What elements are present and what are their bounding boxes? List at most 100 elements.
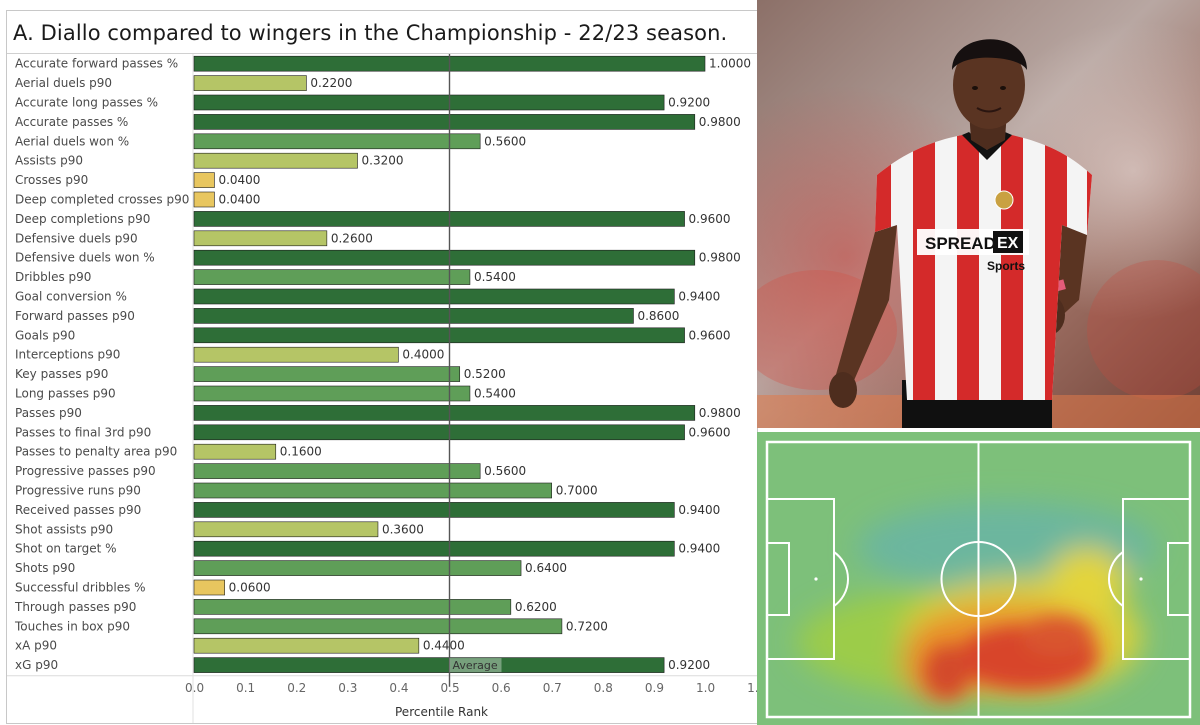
category-label: Received passes p90	[15, 503, 141, 517]
sponsor-box-text: EX	[997, 235, 1019, 252]
bar	[193, 424, 685, 441]
value-label: 0.9200	[668, 658, 710, 672]
value-label: 0.7000	[556, 484, 598, 498]
category-label: Accurate long passes %	[15, 96, 158, 110]
bar	[193, 249, 696, 266]
average-label: Average	[453, 659, 498, 672]
x-tick-label: 1.0	[696, 681, 715, 695]
bar	[193, 657, 665, 673]
value-label: 0.6400	[525, 561, 567, 575]
value-label: 0.9200	[668, 96, 710, 110]
x-axis-title: Percentile Rank	[395, 705, 488, 719]
value-label: 0.7200	[566, 619, 608, 633]
heatmap-panel	[757, 432, 1200, 725]
value-label: 0.5200	[464, 367, 506, 381]
bar	[193, 94, 665, 111]
category-label: Deep completed crosses p90	[15, 193, 189, 207]
x-tick-label: 0.1	[236, 681, 255, 695]
category-label: Progressive passes p90	[15, 464, 156, 478]
bar	[193, 191, 215, 208]
value-label: 0.9600	[689, 425, 731, 439]
bar	[193, 230, 328, 247]
x-tick-label: 0.6	[492, 681, 511, 695]
bar	[193, 366, 461, 382]
category-label: Forward passes p90	[15, 309, 135, 323]
bar	[193, 443, 277, 460]
category-label: Shot on target %	[15, 542, 117, 556]
category-label: xA p90	[15, 639, 57, 653]
category-label: Passes to final 3rd p90	[15, 425, 151, 439]
value-label: 0.2600	[331, 231, 373, 245]
value-label: 0.2200	[310, 76, 352, 90]
category-label: Shot assists p90	[15, 522, 113, 536]
category-label: Through passes p90	[14, 600, 136, 614]
bar	[193, 114, 696, 130]
title-divider	[7, 53, 757, 54]
value-label: 0.9600	[689, 328, 731, 342]
bar	[193, 599, 512, 615]
value-label: 0.6200	[515, 600, 557, 614]
bar	[193, 172, 215, 188]
value-label: 0.9800	[699, 251, 741, 265]
category-label: Accurate forward passes %	[15, 57, 178, 71]
bar	[193, 521, 379, 538]
x-tick-label: 0.9	[645, 681, 664, 695]
x-tick-label: 1.	[747, 681, 757, 695]
value-label: 0.9800	[699, 406, 741, 420]
value-label: 0.5600	[484, 464, 526, 478]
player-photo: SPREAD EX Sports	[757, 0, 1200, 428]
category-label: Passes p90	[15, 406, 82, 420]
value-label: 0.9400	[678, 542, 720, 556]
category-label: Shots p90	[15, 561, 75, 575]
category-label: Dribbles p90	[15, 270, 91, 284]
value-label: 0.9400	[678, 290, 720, 304]
x-tick-label: 0.3	[338, 681, 357, 695]
category-label: Passes to penalty area p90	[15, 445, 177, 459]
value-label: 0.9400	[678, 503, 720, 517]
category-label: Goal conversion %	[15, 290, 127, 304]
x-tick-label: 0.2	[287, 681, 306, 695]
value-label: 0.9600	[689, 212, 731, 226]
category-label: Deep completions p90	[15, 212, 150, 226]
bar	[193, 75, 307, 91]
chart-panel: A. Diallo compared to wingers in the Cha…	[6, 10, 758, 724]
category-label: Touches in box p90	[14, 619, 130, 633]
category-label: Assists p90	[15, 154, 83, 168]
bar	[193, 269, 471, 285]
bar	[193, 618, 563, 635]
bar	[193, 637, 420, 654]
value-label: 0.4000	[402, 348, 444, 362]
bar	[193, 560, 522, 576]
value-label: 0.5600	[484, 134, 526, 148]
category-label: Goals p90	[15, 328, 75, 342]
value-label: 0.4400	[423, 639, 465, 653]
category-label: xG p90	[15, 658, 58, 672]
category-label: Progressive runs p90	[15, 484, 141, 498]
category-label: Defensive duels p90	[15, 231, 138, 245]
x-tick-label: 0.8	[594, 681, 613, 695]
bar	[193, 540, 675, 557]
sponsor-text: SPREAD	[925, 234, 996, 253]
x-tick-label: 0.4	[389, 681, 408, 695]
bar	[193, 211, 685, 227]
bar	[193, 405, 696, 421]
value-label: 0.5400	[474, 270, 516, 284]
category-label: Key passes p90	[15, 367, 108, 381]
bar	[193, 133, 481, 150]
category-label: Crosses p90	[15, 173, 88, 187]
bar	[193, 152, 358, 169]
value-label: 0.3200	[362, 154, 404, 168]
sponsor-subtext: Sports	[987, 259, 1025, 273]
bar	[193, 288, 675, 305]
bar	[193, 385, 471, 402]
value-label: 0.3600	[382, 522, 424, 536]
value-label: 1.0000	[709, 57, 751, 71]
value-label: 0.1600	[280, 445, 322, 459]
bar-chart: Accurate forward passes % 1.0000 Aerial du…	[7, 54, 757, 723]
x-tick-label: 0.5	[441, 681, 460, 695]
category-label: Interceptions p90	[15, 348, 120, 362]
value-label: 0.0400	[218, 193, 260, 207]
bar	[193, 482, 553, 499]
value-label: 0.8600	[637, 309, 679, 323]
bar	[193, 502, 675, 518]
